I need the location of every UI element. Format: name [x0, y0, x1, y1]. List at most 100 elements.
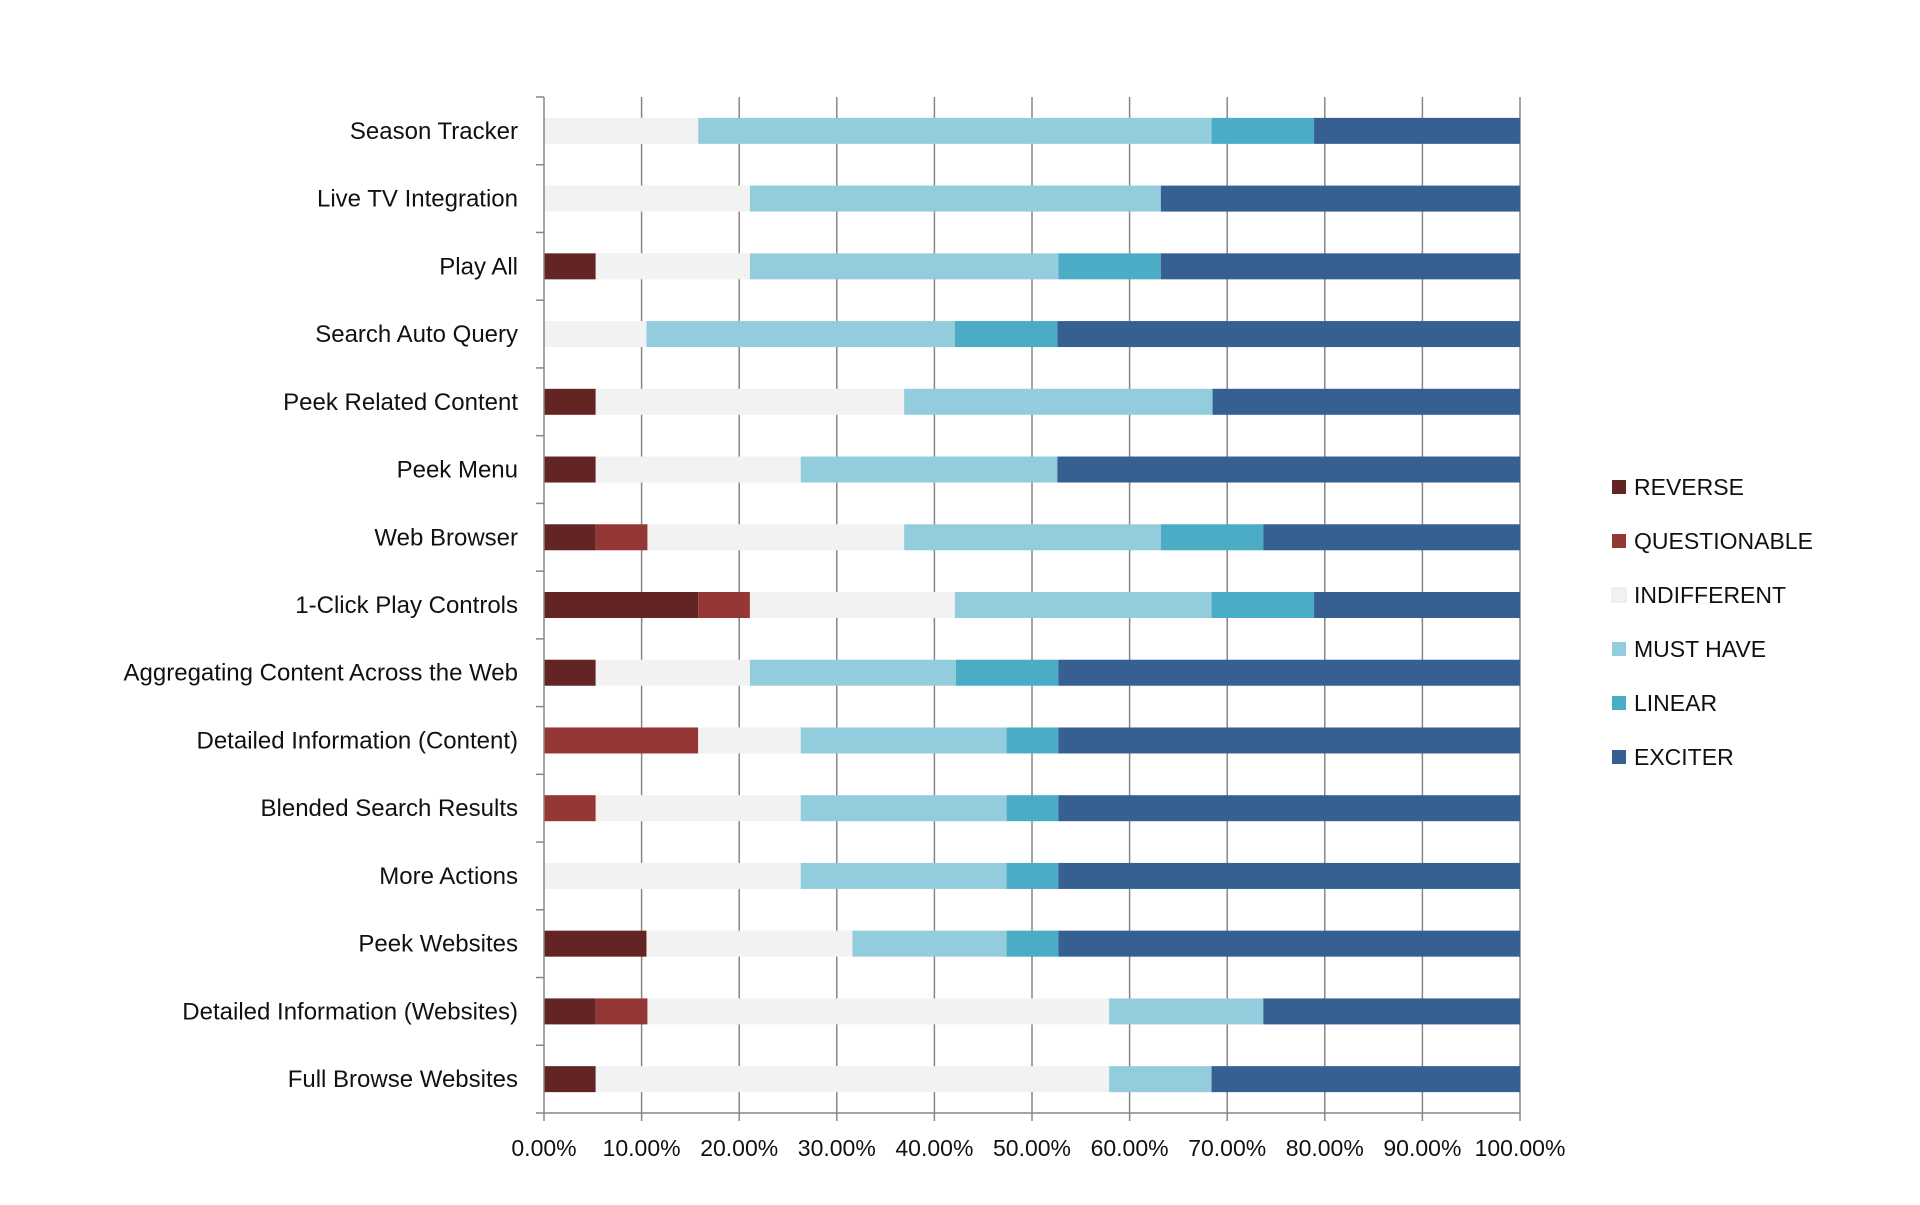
bar-segment: [544, 592, 699, 618]
bar-segment: [1058, 930, 1520, 957]
bar-segment: [1263, 998, 1520, 1025]
legend-swatch: [1612, 534, 1626, 548]
bar-segment: [544, 1066, 596, 1093]
legend-swatch: [1612, 642, 1626, 656]
bar-segment: [1160, 524, 1264, 551]
bar-segment: [749, 185, 1161, 212]
bar-segment: [698, 727, 801, 754]
bar-segment: [749, 592, 955, 618]
category-label: Play All: [439, 253, 518, 280]
bar-segment: [544, 524, 596, 551]
bar-segment: [544, 862, 801, 889]
bar-segment: [1058, 253, 1161, 280]
category-label: 1-Click Play Controls: [295, 592, 518, 619]
bar-segment: [954, 321, 1058, 348]
bar-segment: [698, 117, 1212, 144]
bar-segment: [1314, 592, 1520, 618]
x-tick-label: 80.00%: [1286, 1135, 1364, 1161]
category-label: Search Auto Query: [315, 321, 518, 348]
bar-segment: [544, 795, 596, 822]
bar-segment: [1160, 253, 1520, 280]
bar-segment: [544, 388, 596, 415]
bar-segment: [800, 862, 1007, 889]
bar-series: [544, 117, 1520, 1093]
bar-segment: [954, 592, 1212, 618]
legend-label: INDIFFERENT: [1634, 582, 1786, 608]
bar-segment: [595, 1066, 1110, 1093]
bar-segment: [1160, 185, 1520, 212]
bar-segment: [749, 253, 1059, 280]
bar-segment: [544, 253, 596, 280]
bar-segment: [544, 998, 596, 1025]
bar-segment: [1006, 727, 1059, 754]
bar-segment: [595, 388, 905, 415]
category-label: Blended Search Results: [261, 795, 518, 822]
legend-label: REVERSE: [1634, 474, 1744, 500]
legend: REVERSE QUESTIONABLE INDIFFERENT MUST HAVE L…: [1611, 474, 1813, 770]
category-label: Season Tracker: [350, 118, 518, 145]
x-tick-label: 60.00%: [1091, 1135, 1169, 1161]
legend-label: QUESTIONABLE: [1634, 528, 1813, 554]
bar-segment: [595, 253, 750, 280]
category-label: Full Browse Websites: [288, 1066, 518, 1093]
category-label: Detailed Information (Content): [197, 727, 519, 754]
bar-segment: [544, 456, 596, 483]
category-label: Aggregating Content Across the Web: [124, 660, 518, 687]
bar-segment: [1058, 795, 1520, 822]
x-tick-label: 100.00%: [1475, 1135, 1566, 1161]
bar-segment: [749, 659, 956, 686]
bar-segment: [595, 456, 801, 483]
x-tick-label: 0.00%: [511, 1135, 576, 1161]
bar-segment: [800, 456, 1058, 483]
x-tick-label: 70.00%: [1188, 1135, 1266, 1161]
bar-segment: [904, 524, 1161, 551]
legend-swatch: [1612, 696, 1626, 710]
bar-segment: [646, 930, 853, 957]
bar-segment: [1211, 592, 1315, 618]
legend-label: MUST HAVE: [1634, 636, 1766, 662]
category-label: Peek Websites: [358, 931, 518, 958]
bar-segment: [647, 524, 905, 551]
x-tick-label: 20.00%: [700, 1135, 778, 1161]
category-label: Detailed Information (Websites): [182, 998, 518, 1025]
bar-segment: [1109, 998, 1264, 1025]
x-tick-label: 10.00%: [603, 1135, 681, 1161]
bar-segment: [1006, 795, 1059, 822]
bar-segment: [595, 795, 801, 822]
bar-segment: [544, 930, 647, 957]
bar-segment: [595, 998, 648, 1025]
bar-segment: [544, 659, 596, 686]
category-label: Peek Menu: [397, 457, 518, 484]
bar-segment: [1006, 862, 1059, 889]
bar-segment: [544, 117, 699, 144]
bar-segment: [595, 659, 750, 686]
bar-segment: [698, 592, 750, 618]
x-tick-label: 50.00%: [993, 1135, 1071, 1161]
bar-segment: [1058, 659, 1520, 686]
bar-segment: [1263, 524, 1520, 551]
bar-segment: [647, 998, 1110, 1025]
bar-segment: [1058, 727, 1520, 754]
bar-segment: [1058, 862, 1520, 889]
legend-label: LINEAR: [1634, 690, 1717, 716]
bar-segment: [955, 659, 1059, 686]
bar-segment: [1314, 117, 1520, 144]
x-tick-label: 90.00%: [1383, 1135, 1461, 1161]
bar-segment: [1211, 1066, 1520, 1093]
x-tick-label: 30.00%: [798, 1135, 876, 1161]
bar-segment: [800, 795, 1007, 822]
bar-segment: [595, 524, 648, 551]
bar-segment: [1109, 1066, 1212, 1093]
category-labels: Season Tracker Live TV Integration Play Al…: [124, 118, 519, 1093]
category-label: More Actions: [379, 863, 518, 890]
bar-segment: [1057, 321, 1520, 348]
bar-segment: [1006, 930, 1059, 957]
bar-segment: [904, 388, 1213, 415]
legend-swatch: [1612, 750, 1626, 764]
bar-segment: [544, 185, 750, 212]
bar-segment: [544, 321, 647, 348]
bar-segment: [800, 727, 1007, 754]
x-tick-label: 40.00%: [895, 1135, 973, 1161]
bar-segment: [852, 930, 1007, 957]
